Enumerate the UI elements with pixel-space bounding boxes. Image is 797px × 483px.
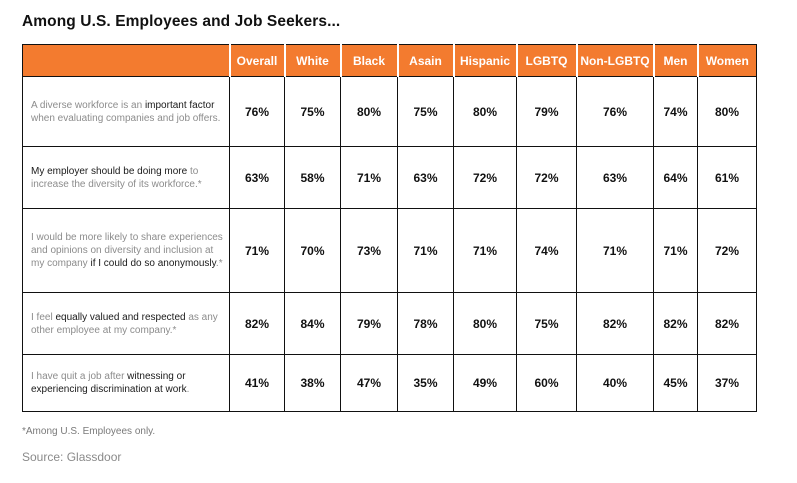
value-cell-black: 73% [340, 208, 398, 293]
table-row: I would be more likely to share experien… [22, 208, 757, 293]
value-cell-asain: 35% [397, 354, 454, 412]
value-cell-women: 82% [697, 292, 757, 355]
value-cell-non-lgbtq: 63% [576, 146, 654, 209]
value-cell-overall: 41% [229, 354, 285, 412]
value-cell-asain: 78% [397, 292, 454, 355]
value-cell-black: 71% [340, 146, 398, 209]
survey-table: Overall White Black Asain Hispanic LGBTQ Non-L… [22, 44, 757, 412]
value-cell-asain: 63% [397, 146, 454, 209]
column-header-non-lgbtq: Non-LGBTQ [575, 44, 655, 77]
statement-emphasis: witnessing or experiencing discriminatio… [31, 371, 187, 395]
table-row: My employer should be doing more to incr… [22, 146, 757, 209]
statement-emphasis: equally valued and respected [55, 311, 186, 323]
value-cell-lgbtq: 75% [516, 292, 577, 355]
table-body: A diverse workforce is an important fact… [22, 76, 757, 412]
statement-text: as any other employee at my company.* [31, 311, 218, 336]
value-cell-non-lgbtq: 76% [576, 76, 654, 147]
value-cell-women: 72% [697, 208, 757, 293]
value-cell-asain: 71% [397, 208, 454, 293]
value-cell-white: 84% [284, 292, 341, 355]
value-cell-asain: 75% [397, 76, 454, 147]
header-corner-cell [22, 44, 231, 77]
value-cell-hispanic: 72% [453, 146, 517, 209]
value-cell-men: 71% [653, 208, 698, 293]
value-cell-black: 80% [340, 76, 398, 147]
value-cell-lgbtq: 79% [516, 76, 577, 147]
value-cell-hispanic: 80% [453, 292, 517, 355]
value-cell-overall: 82% [229, 292, 285, 355]
value-cell-men: 64% [653, 146, 698, 209]
row-statement: I feel equally valued and respected as a… [22, 292, 230, 355]
value-cell-non-lgbtq: 71% [576, 208, 654, 293]
column-header-asain: Asain [396, 44, 455, 77]
statement-text: I feel [31, 311, 56, 323]
value-cell-non-lgbtq: 82% [576, 292, 654, 355]
value-cell-overall: 71% [229, 208, 285, 293]
header-row: Overall White Black Asain Hispanic LGBTQ Non-L… [22, 44, 757, 77]
column-header-lgbtq: LGBTQ [515, 44, 578, 77]
statement-emphasis: My employer should be doing more [31, 165, 188, 177]
statement-text: . [186, 384, 190, 395]
value-cell-overall: 63% [229, 146, 285, 209]
value-cell-black: 47% [340, 354, 398, 412]
column-header-black: Black [339, 44, 399, 77]
statement-text: .* [215, 258, 223, 269]
row-statement: I have quit a job after witnessing or ex… [22, 354, 230, 412]
statement-text: when evaluating companies and job offers… [31, 112, 221, 124]
value-cell-non-lgbtq: 40% [576, 354, 654, 412]
value-cell-white: 38% [284, 354, 341, 412]
footnote: *Among U.S. Employees only. [22, 426, 156, 437]
source-note: Source: Glassdoor [22, 450, 122, 464]
value-cell-overall: 76% [229, 76, 285, 147]
value-cell-lgbtq: 74% [516, 208, 577, 293]
statement-text: I would be more likely to share experien… [31, 232, 223, 269]
chart-title: Among U.S. Employees and Job Seekers... [22, 13, 341, 30]
table-row: I feel equally valued and respected as a… [22, 292, 757, 355]
value-cell-lgbtq: 60% [516, 354, 577, 412]
value-cell-women: 37% [697, 354, 757, 412]
statement-text: I have quit a job after [31, 371, 128, 382]
value-cell-white: 75% [284, 76, 341, 147]
value-cell-men: 45% [653, 354, 698, 412]
value-cell-hispanic: 80% [453, 76, 517, 147]
table-row: I have quit a job after witnessing or ex… [22, 354, 757, 412]
statement-text: A diverse workforce is an [31, 99, 145, 111]
value-cell-black: 79% [340, 292, 398, 355]
row-statement: I would be more likely to share experien… [22, 208, 230, 293]
value-cell-women: 61% [697, 146, 757, 209]
value-cell-men: 74% [653, 76, 698, 147]
value-cell-hispanic: 49% [453, 354, 517, 412]
statement-text: to increase the diversity of its workfor… [31, 165, 202, 190]
row-statement: A diverse workforce is an important fact… [22, 76, 230, 147]
column-header-overall: Overall [228, 44, 286, 77]
value-cell-lgbtq: 72% [516, 146, 577, 209]
row-statement: My employer should be doing more to incr… [22, 146, 230, 209]
column-header-white: White [283, 44, 342, 77]
value-cell-men: 82% [653, 292, 698, 355]
value-cell-women: 80% [697, 76, 757, 147]
statement-emphasis: if I could do so anonymously [90, 258, 216, 269]
value-cell-white: 58% [284, 146, 341, 209]
column-header-hispanic: Hispanic [452, 44, 518, 77]
table-row: A diverse workforce is an important fact… [22, 76, 757, 147]
column-header-women: Women [696, 44, 757, 77]
column-header-men: Men [652, 44, 699, 77]
statement-emphasis: important factor [144, 99, 215, 111]
value-cell-white: 70% [284, 208, 341, 293]
value-cell-hispanic: 71% [453, 208, 517, 293]
